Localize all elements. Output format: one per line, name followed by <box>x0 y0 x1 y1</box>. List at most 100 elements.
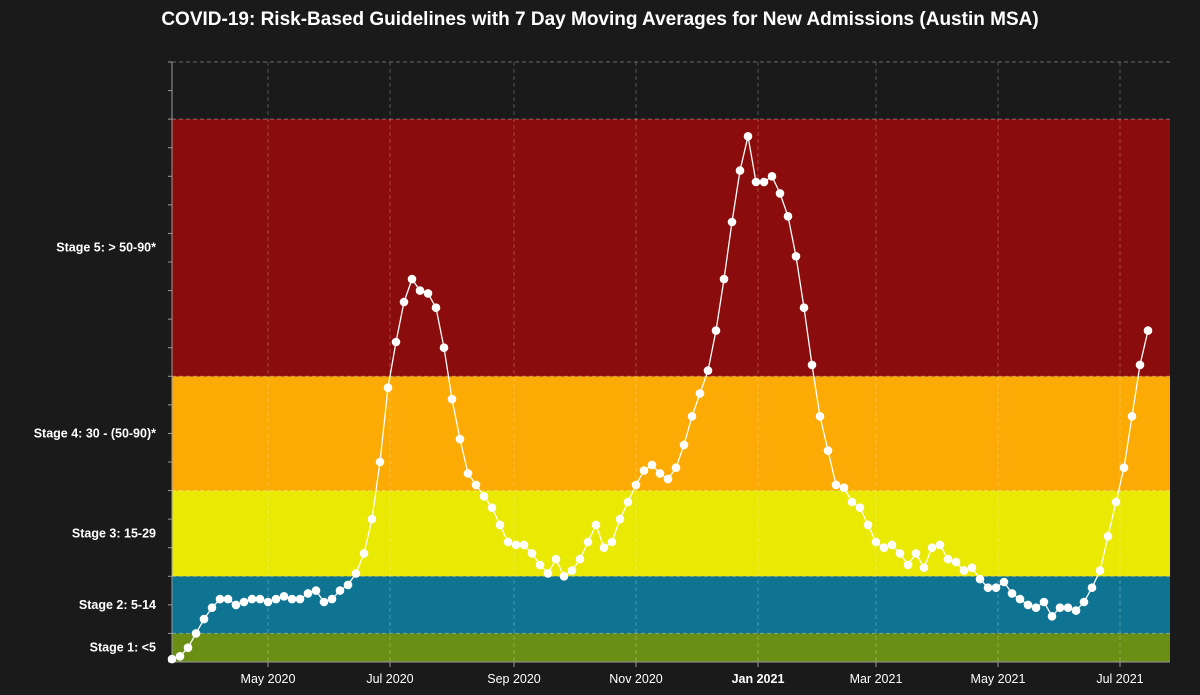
data-point <box>351 569 361 578</box>
data-point <box>975 574 985 584</box>
data-point <box>543 569 553 578</box>
y-tick-label: Stage 5: > 50-90* <box>56 241 156 255</box>
data-point <box>575 554 585 564</box>
data-point <box>231 600 241 610</box>
data-point <box>719 274 729 284</box>
data-point <box>391 337 401 347</box>
data-point <box>367 514 377 524</box>
stage-bands <box>172 119 1170 662</box>
data-point <box>959 566 969 575</box>
data-point <box>207 603 217 612</box>
data-point <box>815 412 825 421</box>
data-series <box>167 132 1153 664</box>
data-point <box>1047 612 1057 621</box>
grid-lines <box>172 61 1170 662</box>
data-point <box>591 520 601 530</box>
data-point <box>879 543 889 552</box>
data-point <box>607 537 617 547</box>
data-point <box>551 554 561 564</box>
data-point <box>439 343 449 353</box>
data-point <box>279 592 289 601</box>
data-point <box>751 177 761 187</box>
y-tick-label: Stage 4: 30 - (50-90)* <box>34 426 156 440</box>
data-point <box>767 172 777 181</box>
data-point <box>1039 597 1049 607</box>
data-point <box>1119 463 1129 473</box>
data-point <box>1007 589 1017 598</box>
data-point <box>703 366 713 375</box>
data-point <box>599 543 609 552</box>
data-point <box>335 586 345 595</box>
data-point <box>887 540 897 550</box>
data-point <box>1103 532 1113 541</box>
data-point <box>903 560 913 570</box>
data-point <box>519 540 529 550</box>
y-tick-labels: Stage 1: <5 Stage 2: 5-14 Stage 3: 15-29 St… <box>34 241 156 655</box>
data-point <box>671 463 681 473</box>
data-point <box>319 597 329 607</box>
data-point <box>487 503 497 512</box>
band-stage-3 <box>172 490 1170 577</box>
data-point <box>327 594 337 604</box>
x-tick-label: Jan 2021 <box>732 672 785 686</box>
data-point <box>527 549 537 558</box>
data-point <box>1071 606 1081 615</box>
data-point <box>567 566 577 575</box>
data-point <box>415 286 425 295</box>
x-tick-label: Jul 2020 <box>366 672 413 686</box>
data-point <box>1055 603 1065 612</box>
data-point <box>311 586 321 595</box>
y-tick-label: Stage 3: 15-29 <box>72 526 156 540</box>
data-point <box>847 497 857 507</box>
data-point <box>871 537 881 547</box>
band-stage-1 <box>172 633 1170 662</box>
data-point <box>247 594 257 604</box>
data-point <box>679 440 689 450</box>
x-tick-label: Nov 2020 <box>609 672 663 686</box>
y-tick-label: Stage 1: <5 <box>90 641 156 655</box>
data-point <box>263 597 273 607</box>
data-point <box>383 383 393 393</box>
data-point <box>1143 326 1153 335</box>
data-point <box>991 583 1001 592</box>
data-point <box>1127 412 1137 421</box>
data-point <box>783 212 793 221</box>
data-point <box>855 503 865 512</box>
band-stage-5 <box>172 119 1170 377</box>
data-point <box>695 389 705 398</box>
data-point <box>655 469 665 478</box>
data-point <box>639 466 649 475</box>
data-point <box>423 289 433 298</box>
data-point <box>1031 603 1041 612</box>
data-point <box>407 274 417 284</box>
data-point <box>215 594 225 604</box>
data-point <box>735 166 745 175</box>
data-point <box>1079 597 1089 607</box>
data-point <box>983 583 993 592</box>
data-point <box>271 594 281 604</box>
data-point <box>399 297 409 307</box>
chart-title: COVID-19: Risk-Based Guidelines with 7 D… <box>161 9 1038 30</box>
x-tick-label: Sep 2020 <box>487 672 541 686</box>
data-point <box>943 554 953 564</box>
data-point <box>631 480 641 490</box>
data-point <box>727 217 737 227</box>
data-point <box>447 394 457 404</box>
data-point <box>775 189 785 198</box>
data-point <box>687 412 697 421</box>
data-point <box>967 563 977 572</box>
data-point <box>895 549 905 558</box>
data-point <box>951 557 961 567</box>
data-point <box>1095 566 1105 575</box>
axes <box>168 61 1170 667</box>
data-point <box>303 589 313 598</box>
data-point <box>839 483 849 493</box>
data-point <box>911 549 921 558</box>
data-point <box>343 580 353 590</box>
data-point <box>743 132 753 141</box>
data-point <box>711 326 721 335</box>
data-point <box>799 303 809 313</box>
data-point <box>791 251 801 261</box>
data-point <box>647 460 657 470</box>
data-point <box>295 594 305 604</box>
